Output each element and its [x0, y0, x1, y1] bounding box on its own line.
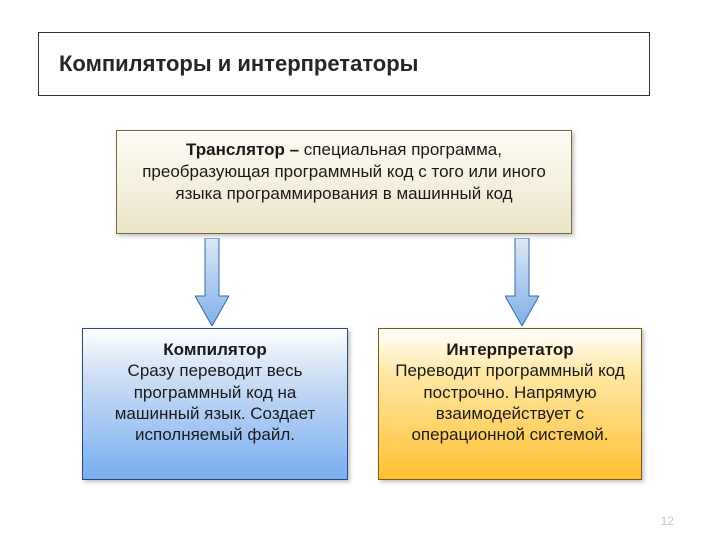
translator-heading: Транслятор – — [186, 140, 304, 159]
title-box: Компиляторы и интерпретаторы — [38, 32, 650, 96]
compiler-box: Компилятор Сразу переводит весь программ… — [82, 328, 348, 480]
compiler-heading: Компилятор — [93, 339, 337, 360]
interpreter-body: Переводит программный код построчно. Нап… — [395, 361, 624, 444]
page-title: Компиляторы и интерпретаторы — [59, 51, 418, 77]
arrow-right — [505, 238, 539, 326]
compiler-body: Сразу переводит весь программный код на … — [115, 361, 316, 444]
interpreter-box: Интерпретатор Переводит программный код … — [378, 328, 642, 480]
page-number: 12 — [661, 514, 674, 528]
interpreter-heading: Интерпретатор — [389, 339, 631, 360]
down-arrow-icon — [505, 238, 539, 326]
down-arrow-icon — [195, 238, 229, 326]
arrow-left — [195, 238, 229, 326]
translator-box: Транслятор – специальная программа, прео… — [116, 130, 572, 234]
